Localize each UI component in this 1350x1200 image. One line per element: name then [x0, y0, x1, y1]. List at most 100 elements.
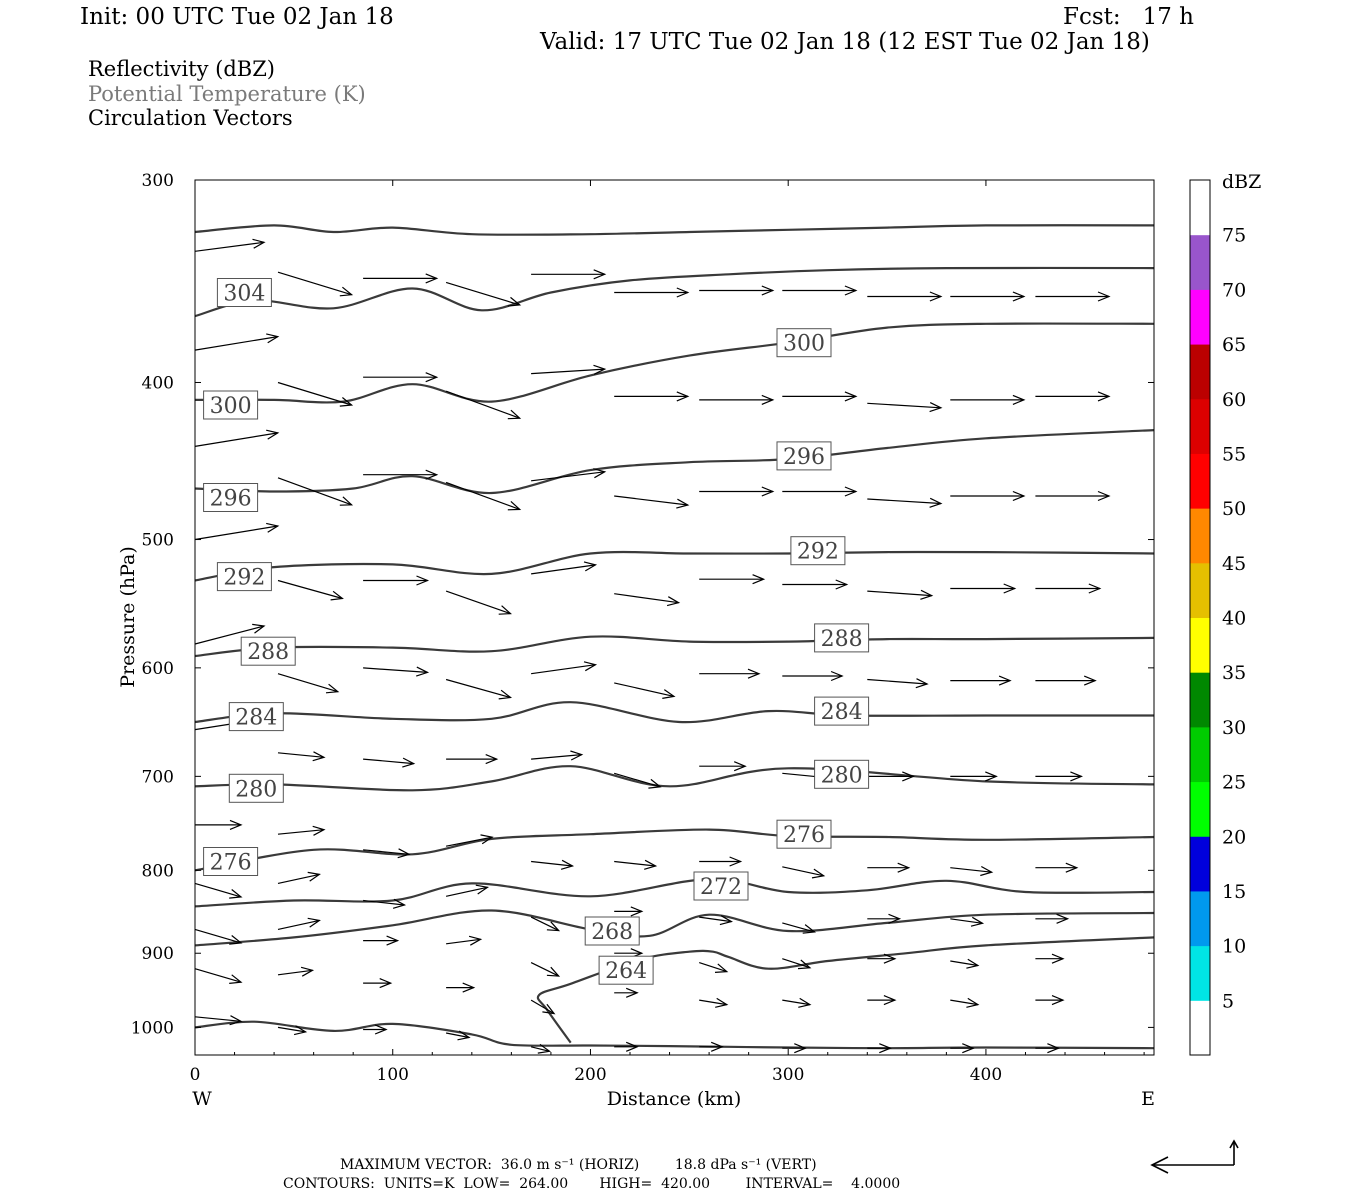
contour-label-text: 284	[235, 706, 277, 731]
contour-label-292: 292	[216, 562, 272, 592]
colorbar-segment	[1190, 508, 1210, 564]
circulation-vector	[445, 678, 513, 700]
vector-head	[397, 848, 411, 859]
vector-head	[507, 409, 522, 420]
vector-head	[593, 364, 607, 375]
contour-label-box	[814, 759, 870, 789]
vector-head	[583, 561, 598, 572]
circulation-vector	[446, 982, 476, 993]
vector-head	[300, 966, 315, 977]
vector-head	[1012, 490, 1026, 502]
vector-shaft	[531, 754, 582, 760]
vector-head	[929, 497, 943, 508]
vector-shaft	[194, 1016, 242, 1022]
theta-contour-288	[194, 701, 1154, 724]
vector-head	[266, 333, 280, 344]
vector-head	[1097, 391, 1111, 402]
vector-head	[879, 1043, 892, 1054]
contour-label-box	[790, 536, 846, 566]
vector-shaft	[445, 1032, 470, 1039]
vector-head	[312, 751, 326, 762]
vector-head	[546, 921, 561, 932]
circulation-vector	[277, 751, 326, 762]
vector-head	[676, 498, 690, 509]
circulation-vector	[1035, 995, 1065, 1006]
vector-head	[966, 997, 980, 1008]
circulation-vector	[782, 958, 812, 970]
contour-label-text: 276	[210, 851, 252, 876]
vector-head	[797, 959, 812, 970]
circulation-vector	[531, 661, 598, 675]
vector-head	[1012, 394, 1026, 405]
contour-label-text: 276	[783, 823, 825, 848]
circulation-vector	[614, 391, 690, 402]
contour-label-text: 300	[210, 394, 252, 419]
circulation-vector	[614, 495, 690, 509]
y-tick-label: 500	[142, 531, 174, 551]
vector-head	[307, 871, 321, 882]
circulation-vector	[699, 285, 775, 296]
vector-head	[844, 391, 858, 402]
theta-contour-296	[194, 550, 1155, 582]
y-tick-label: 700	[142, 767, 174, 787]
vector-head	[710, 1041, 724, 1052]
vector-head	[425, 372, 439, 383]
contour-label-272: 272	[693, 871, 749, 901]
colorbar-frame	[1189, 179, 1211, 1056]
circulation-vector	[614, 906, 644, 917]
circulation-vector	[614, 593, 681, 607]
contour-label-box	[228, 702, 284, 732]
circulation-vector	[531, 859, 575, 870]
contour-label-276: 276	[203, 847, 259, 876]
circulation-vector	[194, 968, 243, 984]
vector-shaft	[445, 590, 511, 615]
vector-head	[480, 834, 494, 845]
vector-head	[537, 1043, 552, 1054]
circulation-vector	[446, 754, 499, 765]
vector-head	[998, 675, 1012, 686]
vector-shaft	[194, 928, 242, 944]
theta-contour-304	[194, 266, 1155, 318]
y-tick-label: 900	[142, 944, 174, 964]
circulation-vector	[867, 913, 902, 924]
contour-label-288: 288	[814, 623, 870, 653]
x-tick-label: 400	[970, 1065, 1002, 1085]
vector-head	[729, 856, 743, 867]
vector-shaft	[950, 918, 983, 924]
circulation-vector	[445, 281, 522, 307]
contour-label-box	[203, 483, 259, 512]
circulation-vector	[445, 1030, 471, 1041]
vector-head	[1012, 291, 1026, 302]
vector-head	[312, 825, 326, 836]
circulation-vector	[1035, 291, 1111, 302]
vector-head	[714, 963, 729, 973]
colorbar-level-label: 75	[1222, 225, 1246, 247]
circulation-vector	[194, 522, 280, 541]
reflectivity-title: Reflectivity (dBZ)	[88, 57, 276, 81]
theta-contour-300	[194, 322, 1155, 404]
contour-label-text: 264	[605, 959, 647, 984]
vector-head	[498, 689, 513, 700]
vector-shaft	[530, 962, 559, 977]
vector-head	[733, 761, 747, 772]
circulation-vector	[195, 819, 243, 830]
circulation-vector	[194, 623, 266, 645]
vector-shaft	[445, 481, 520, 510]
vector-head	[229, 935, 243, 945]
vector-head	[542, 1003, 556, 1015]
vector-head	[457, 1030, 471, 1041]
contour-label-304: 304	[216, 278, 272, 307]
circulation-vector	[950, 490, 1026, 502]
circulation-vector	[699, 1041, 724, 1052]
circulation-vector	[363, 898, 407, 909]
vector-shaft	[531, 368, 605, 375]
circulation-vector	[363, 848, 411, 859]
vector-shaft	[194, 241, 265, 252]
circulation-vector	[950, 1043, 975, 1054]
contour-label-280: 280	[814, 759, 870, 789]
vector-head	[1097, 490, 1111, 502]
contour-label-280: 280	[228, 773, 284, 803]
circulation-vector	[530, 1043, 552, 1054]
vector-head	[644, 859, 658, 870]
vector-shaft	[277, 477, 352, 506]
